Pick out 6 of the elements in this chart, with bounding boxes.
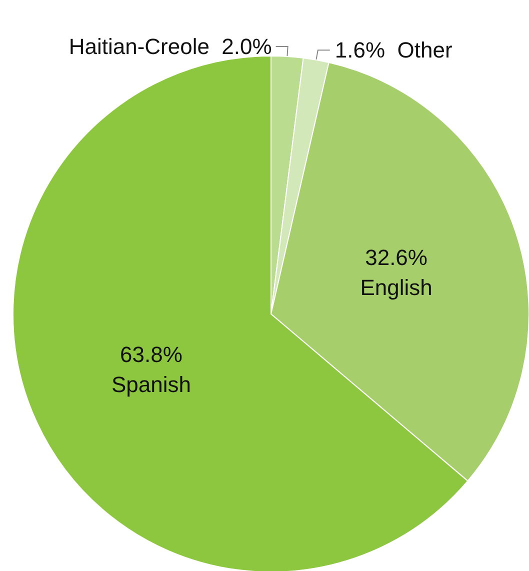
data-label: 32.6% <box>365 244 428 270</box>
data-label: 63.8% <box>120 342 182 367</box>
slice-label: Haitian-Creole 2.0% <box>68 34 272 60</box>
slice-label: English <box>360 274 432 300</box>
slice-label: 1.6% Other <box>334 38 452 63</box>
slice-label: Spanish <box>111 372 191 397</box>
